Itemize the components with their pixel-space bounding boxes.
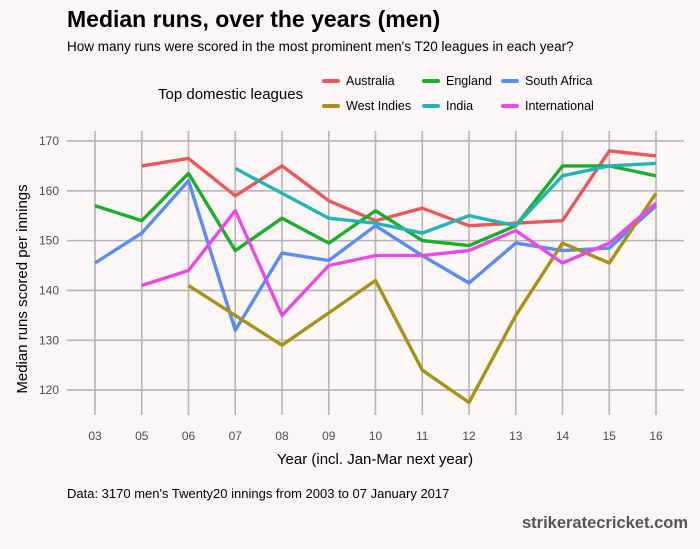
x-tick-label: 05 — [135, 429, 149, 443]
x-tick-labels: 03 05 06 07 08 09 10 11 12 13 14 15 16 — [88, 429, 663, 443]
y-tick-labels: 120 130 140 150 160 170 — [39, 134, 59, 397]
legend-label: Australia — [346, 74, 395, 88]
y-tick-label: 150 — [39, 234, 59, 248]
series-lines — [94, 149, 658, 405]
x-tick-label: 11 — [416, 429, 429, 443]
grid — [67, 131, 684, 415]
series-line-international — [141, 201, 658, 318]
x-tick-label: 13 — [509, 429, 523, 443]
x-tick-label: 06 — [182, 429, 196, 443]
legend-label: England — [446, 74, 492, 88]
chart-subtitle: How many runs were scored in the most pr… — [67, 39, 574, 54]
y-tick-label: 170 — [39, 134, 59, 148]
y-tick-label: 140 — [39, 283, 59, 297]
legend-item-england: England — [422, 74, 492, 88]
legend-swatch — [501, 79, 519, 83]
legend-swatch — [501, 104, 519, 108]
y-tick-label: 130 — [39, 333, 59, 347]
x-axis-label: Year (incl. Jan-Mar next year) — [277, 451, 473, 468]
y-tick-label: 160 — [39, 184, 59, 198]
legend-swatch — [322, 79, 340, 83]
legend-item-india: India — [422, 99, 473, 113]
legend-label: West Indies — [346, 99, 412, 113]
legend-label: India — [446, 99, 474, 113]
x-tick-label: 08 — [275, 429, 289, 443]
x-tick-label: 15 — [603, 429, 617, 443]
x-tick-label: 14 — [556, 429, 570, 443]
legend-swatch — [322, 104, 340, 108]
legend-swatch — [422, 79, 440, 83]
series-line-australia — [141, 149, 657, 228]
series-line-west-indies — [187, 192, 658, 405]
x-tick-label: 07 — [229, 429, 243, 443]
legend-item-west-indies: West Indies — [322, 99, 411, 113]
legend-label: International — [525, 99, 594, 113]
y-axis-label: Median runs scored per innings — [14, 184, 31, 393]
legend-swatch — [422, 104, 440, 108]
series-line-south-africa — [94, 179, 658, 332]
legend-item-australia: Australia — [322, 74, 395, 88]
y-tick-label: 120 — [39, 383, 59, 397]
chart-title: Median runs, over the years (men) — [67, 6, 441, 32]
legend-item-south-africa: South Africa — [501, 74, 592, 88]
series-line-england — [94, 164, 657, 253]
x-tick-label: 03 — [88, 429, 102, 443]
legend-title: Top domestic leagues — [158, 86, 304, 103]
x-tick-label: 09 — [322, 429, 336, 443]
x-tick-label: 16 — [649, 429, 663, 443]
data-caption: Data: 3170 men's Twenty20 innings from 2… — [67, 486, 450, 501]
legend-item-international: International — [501, 99, 594, 113]
x-tick-label: 10 — [369, 429, 383, 443]
brand-watermark: strikeratecricket.com — [521, 514, 688, 532]
legend-label: South Africa — [525, 74, 593, 88]
x-tick-label: 12 — [462, 429, 476, 443]
series-line-india — [234, 161, 657, 235]
